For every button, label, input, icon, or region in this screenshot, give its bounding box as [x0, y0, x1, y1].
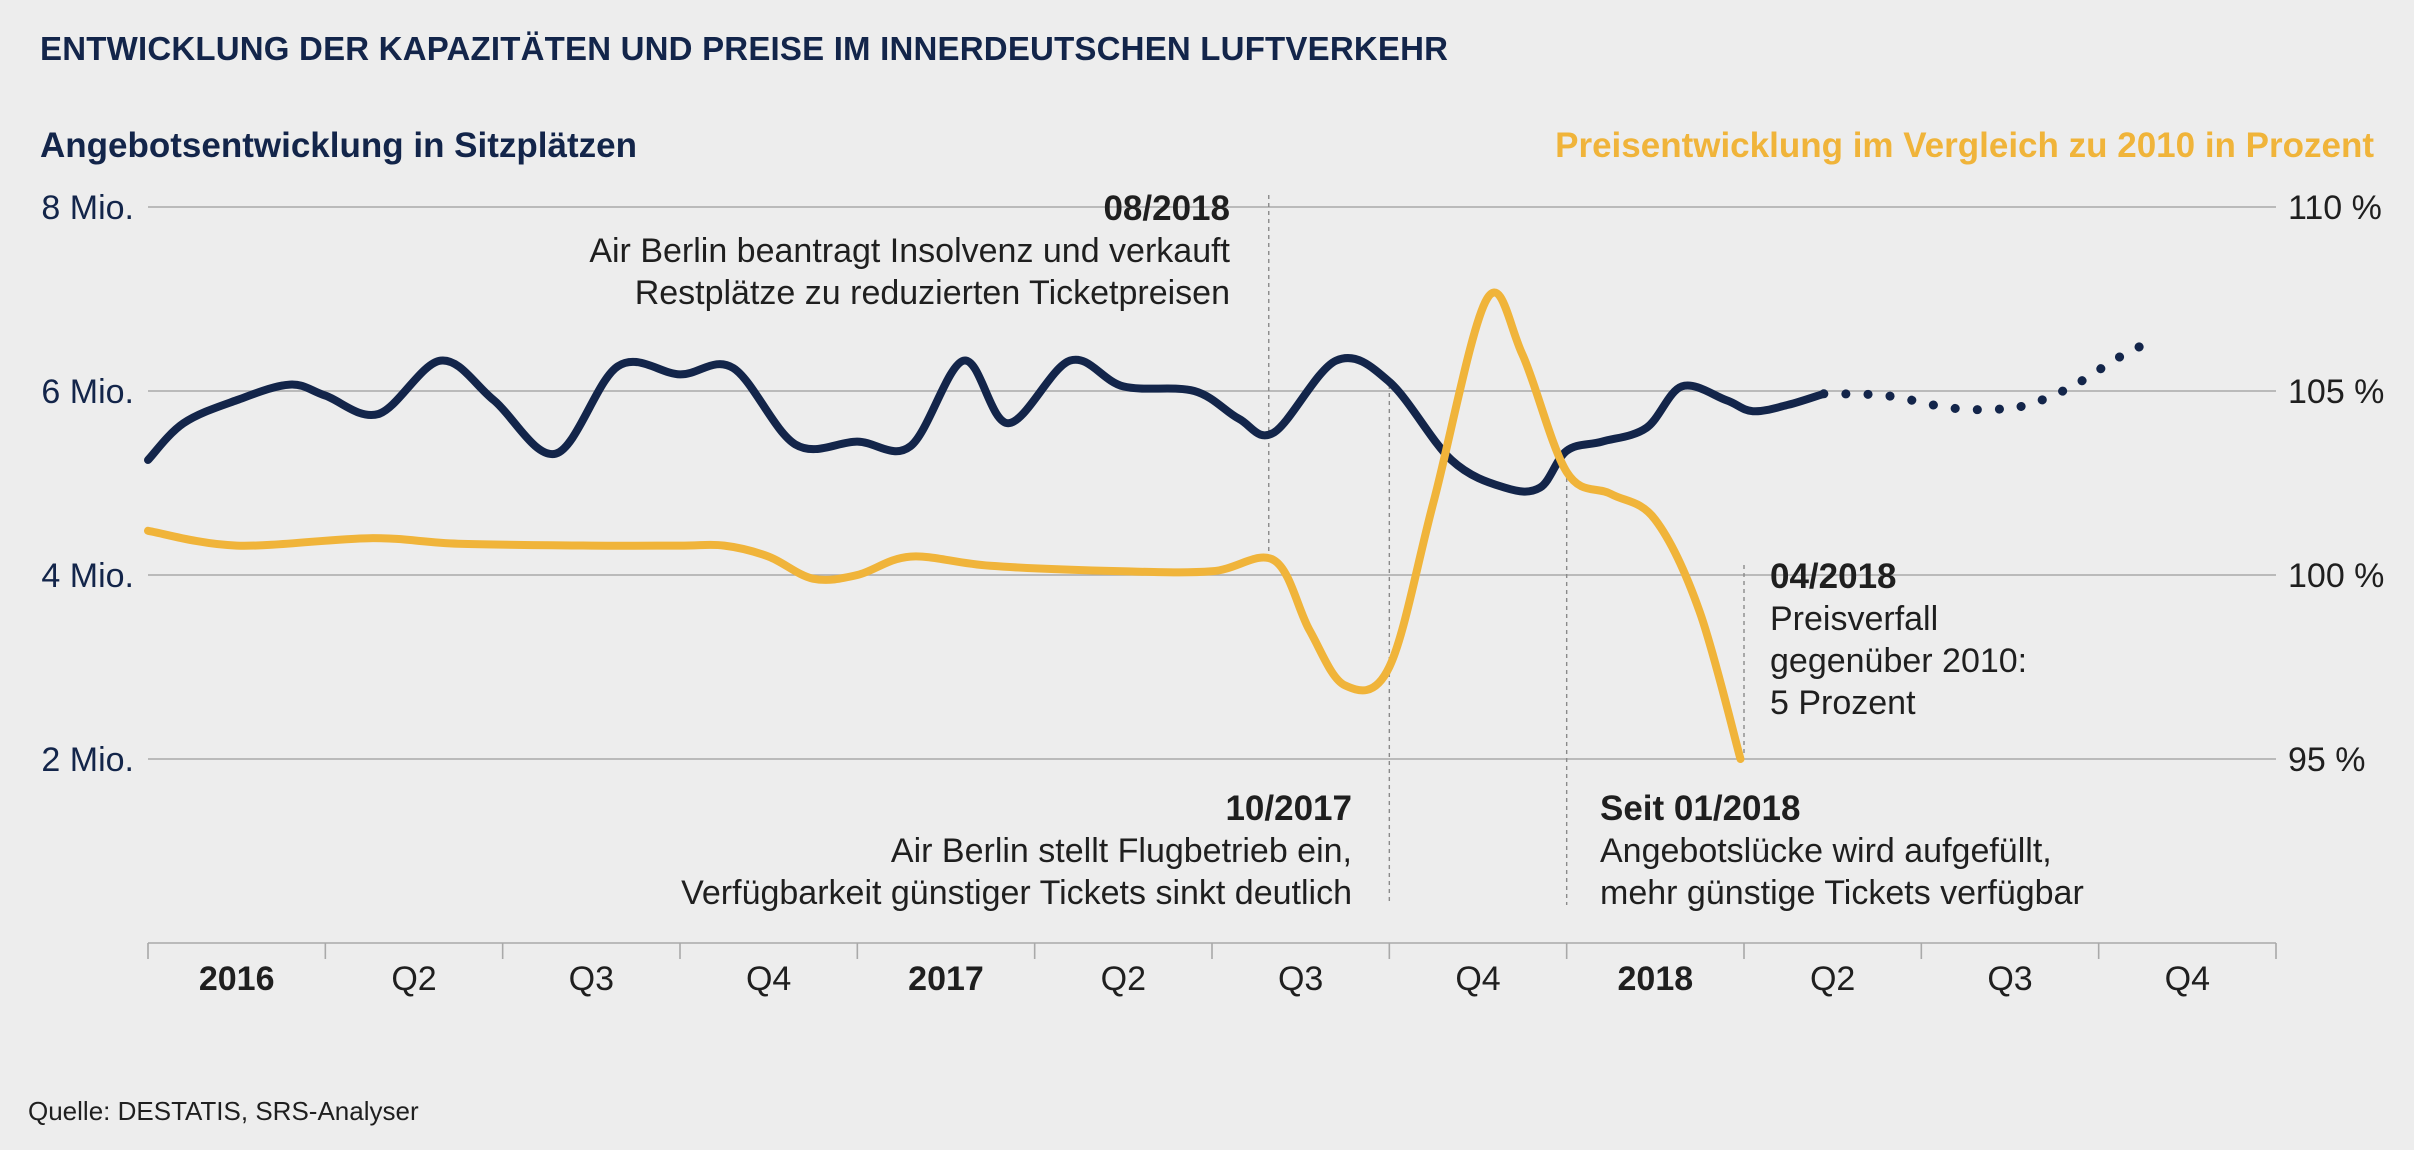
- right-tick-label: 110 %: [2288, 189, 2382, 227]
- left-tick-label: 8 Mio.: [41, 189, 134, 227]
- source-note: Quelle: DESTATIS, SRS-Analyser: [28, 1096, 419, 1126]
- annotation-text: Verfügbarkeit günstiger Tickets sinkt de…: [681, 874, 1352, 912]
- left-tick-label: 4 Mio.: [41, 557, 134, 595]
- x-tick-label: Q4: [1455, 960, 1500, 998]
- x-tick-label: 2018: [1618, 960, 1694, 998]
- x-tick-label: Q2: [391, 960, 436, 998]
- price-line: [144, 288, 1745, 763]
- annotation-date: 04/2018: [1770, 557, 1897, 596]
- x-tick-label: Q3: [1278, 960, 1323, 998]
- x-axis: 2016 Q2 Q3 Q4 2017 Q2 Q3 Q4 2018 Q2 Q3 Q4: [147, 942, 2277, 998]
- right-axis-title: Preisentwicklung im Vergleich zu 2010 in…: [1555, 126, 2374, 165]
- annotation-text: Air Berlin beantragt Insolvenz und verka…: [589, 232, 1230, 270]
- annotation-date: 10/2017: [1225, 789, 1352, 828]
- x-tick-label: Q2: [1101, 960, 1146, 998]
- series-lines: [144, 288, 2148, 763]
- annotation-text: Air Berlin stellt Flugbetrieb ein,: [891, 832, 1352, 870]
- x-tick-label: Q3: [1987, 960, 2032, 998]
- right-axis-ticks: 95 % 100 % 105 % 110 %: [2288, 189, 2384, 779]
- annotation-text: Preisverfall: [1770, 600, 1938, 638]
- left-tick-label: 6 Mio.: [41, 373, 134, 411]
- annotation-date: Seit 01/2018: [1600, 789, 1800, 828]
- left-axis-ticks: 2 Mio. 4 Mio. 6 Mio. 8 Mio.: [41, 189, 134, 779]
- chart-title: ENTWICKLUNG DER KAPAZITÄTEN UND PREISE I…: [40, 30, 1449, 67]
- capacity-line: [144, 353, 1828, 496]
- annotation-date: 08/2018: [1103, 189, 1230, 228]
- left-axis-title: Angebotsentwicklung in Sitzplätzen: [40, 126, 637, 165]
- x-tick-label: Q3: [569, 960, 614, 998]
- left-tick-label: 2 Mio.: [41, 741, 134, 779]
- annotation-text: Restplätze zu reduzierten Ticketpreisen: [635, 274, 1230, 312]
- right-tick-label: 105 %: [2288, 373, 2384, 411]
- right-tick-label: 100 %: [2288, 557, 2384, 595]
- right-tick-label: 95 %: [2288, 741, 2366, 779]
- annotations: 08/2018 Air Berlin beantragt Insolvenz un…: [589, 189, 2083, 912]
- x-tick-label: Q4: [746, 960, 791, 998]
- annotation-text: Angebotslücke wird aufgefüllt,: [1600, 832, 2052, 870]
- gridlines: [148, 206, 2276, 760]
- x-tick-label: 2017: [908, 960, 984, 998]
- capacity-forecast-line: [1819, 340, 2148, 415]
- annotation-text: gegenüber 2010:: [1770, 642, 2027, 680]
- x-tick-label: Q4: [2165, 960, 2210, 998]
- x-tick-label: Q2: [1810, 960, 1855, 998]
- x-tick-label: 2016: [199, 960, 275, 998]
- annotation-text: 5 Prozent: [1770, 684, 1916, 722]
- annotation-text: mehr günstige Tickets verfügbar: [1600, 874, 2084, 912]
